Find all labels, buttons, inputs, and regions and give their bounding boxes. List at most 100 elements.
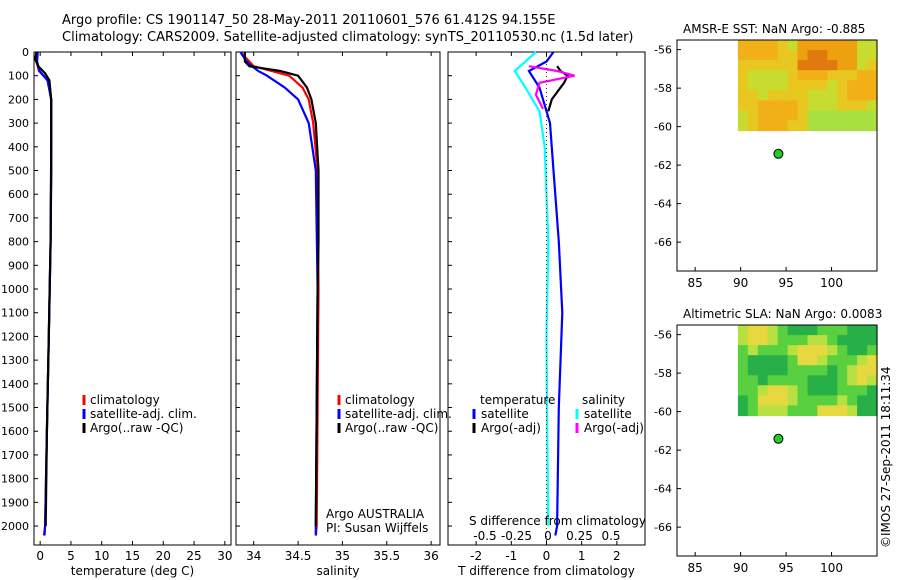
sst_map-heat-cell bbox=[757, 90, 769, 101]
sst_map-heat-cell bbox=[757, 100, 769, 111]
sst_map-heat-cell bbox=[787, 110, 799, 122]
sst_map-heat-cell bbox=[747, 60, 759, 71]
sla_map-heat-cell bbox=[777, 365, 789, 376]
sla_map-ytick-label: -60 bbox=[654, 406, 672, 419]
salinity-xtick-label: 34.5 bbox=[285, 549, 312, 563]
sst_map-heat-cell bbox=[857, 100, 868, 111]
sla_map-heat-cell bbox=[817, 405, 828, 417]
sst_map-heat-cell bbox=[847, 90, 858, 101]
sst_map-title: AMSR-E SST: NaN Argo: -0.885 bbox=[683, 22, 865, 36]
sst_map-heat-cell bbox=[817, 50, 828, 61]
sst_map-heat-cell bbox=[747, 100, 759, 111]
sst_map-heat-cell bbox=[757, 110, 769, 122]
sst_map-heat-cell bbox=[777, 60, 789, 71]
sla_map-heat-cell bbox=[807, 335, 818, 346]
sla_map-heat-cell bbox=[777, 335, 789, 346]
sla_map-heat-cell bbox=[837, 325, 848, 336]
sla_map-xtick-label: 100 bbox=[820, 561, 843, 575]
sla_map-heat-cell bbox=[747, 405, 759, 417]
sla_map-heat-cell bbox=[807, 405, 818, 417]
sla_map-heat-cell bbox=[787, 375, 799, 386]
sst_map-heat-cell bbox=[757, 80, 769, 91]
sst_map-heat-cell bbox=[817, 90, 828, 101]
sst_map-heat-cell bbox=[787, 50, 799, 61]
sla_map-heat-cell bbox=[867, 355, 878, 366]
temperature-series-2 bbox=[34, 51, 53, 527]
difference-xtick-label: 1 bbox=[578, 549, 586, 563]
sst_map-heat-cell bbox=[817, 100, 828, 111]
sla_map-heat-cell bbox=[787, 405, 799, 417]
sst_map-heat-cell bbox=[737, 60, 749, 71]
temperature-ytick-label: 0 bbox=[22, 46, 29, 59]
sst_map-heat-cell bbox=[797, 120, 808, 132]
sla_map-ytick-label: -66 bbox=[654, 521, 672, 534]
sla_map-heat-cell bbox=[737, 375, 749, 386]
sla_map-heat-cell bbox=[817, 355, 828, 366]
sla_map-heat-cell bbox=[757, 405, 769, 417]
sst_map-heat-cell bbox=[837, 100, 848, 111]
temperature-xtick-label: 30 bbox=[217, 549, 232, 563]
difference-legend-label: satellite bbox=[481, 407, 529, 421]
sla_map-heat-cell bbox=[797, 405, 808, 417]
sst_map-heat-cell bbox=[827, 40, 838, 51]
salinity-xtick-label: 36 bbox=[423, 549, 438, 563]
sst_map-heat-cell bbox=[837, 50, 848, 61]
sst_map-heat-cell bbox=[857, 120, 868, 132]
sst_map-heat-cell bbox=[847, 70, 858, 81]
sst_map-heat-cell bbox=[867, 110, 878, 122]
sst_map-heat-cell bbox=[777, 70, 789, 81]
sst_map-heat-cell bbox=[737, 80, 749, 91]
sla_map-heat-cell bbox=[737, 385, 749, 396]
salinity-xtick-label: 35.5 bbox=[373, 549, 400, 563]
sla_map-heat-cell bbox=[857, 345, 868, 356]
sla_map-heat-cell bbox=[757, 335, 769, 346]
sst_map-heat-cell bbox=[857, 90, 868, 101]
sst_map-heat-cell bbox=[797, 40, 808, 51]
sla_map-heat-cell bbox=[857, 395, 868, 407]
sla_map-heat-cell bbox=[847, 345, 858, 356]
sst_map-ytick-label: -62 bbox=[654, 159, 672, 172]
temperature-ytick-label: 1300 bbox=[1, 354, 29, 367]
sst_map-heat-cell bbox=[837, 110, 848, 122]
sst_map-heat-cell bbox=[787, 120, 799, 132]
difference-s-tick-label: 0.5 bbox=[601, 529, 620, 543]
temperature-ytick-label: 1900 bbox=[1, 496, 29, 509]
sst_map-heat-cell bbox=[857, 60, 868, 71]
sla_map-heat-cell bbox=[827, 365, 838, 376]
sla_map-xtick-label: 85 bbox=[688, 561, 703, 575]
sla_map-heat-cell bbox=[847, 375, 858, 386]
sla_map-heat-cell bbox=[807, 385, 818, 396]
sst_map-heat-cell bbox=[857, 50, 868, 61]
sla_map-heat-cell bbox=[737, 395, 749, 407]
sst_map-xtick-label: 85 bbox=[688, 276, 703, 290]
sla_map-heat-cell bbox=[767, 375, 779, 386]
sst_map-heat-cell bbox=[777, 40, 789, 51]
sla_map-heat-cell bbox=[787, 325, 799, 336]
sst_map-heat-cell bbox=[847, 120, 858, 132]
sst_map-heat-cell bbox=[777, 50, 789, 61]
sst_map-heat-cell bbox=[777, 110, 789, 122]
salinity-series-2 bbox=[243, 52, 320, 527]
sla_map-heat-cell bbox=[777, 355, 789, 366]
difference-legend-label: Argo(-adj) bbox=[481, 421, 541, 435]
sla_map-heat-cell bbox=[847, 395, 858, 407]
sla_map-heat-cell bbox=[867, 395, 878, 407]
sla_map-heat-cell bbox=[817, 385, 828, 396]
sla_map-heat-cell bbox=[737, 405, 749, 417]
sla_map-heat-cell bbox=[827, 345, 838, 356]
sla_map-heat-cell bbox=[827, 395, 838, 407]
sst_map-heat-cell bbox=[827, 80, 838, 91]
sla_map-heat-cell bbox=[837, 355, 848, 366]
sst_map-heat-cell bbox=[767, 50, 779, 61]
salinity-legend-label: satellite-adj. clim. bbox=[345, 407, 452, 421]
sla_map-heat-cell bbox=[867, 385, 878, 396]
sla_map-heat-cell bbox=[837, 395, 848, 407]
temperature-xtick-label: 10 bbox=[94, 549, 109, 563]
sla_map-heat-cell bbox=[757, 395, 769, 407]
sla_map-heat-cell bbox=[817, 335, 828, 346]
sla_map-heat-cell bbox=[787, 345, 799, 356]
sla_map-heat-cell bbox=[807, 375, 818, 386]
temperature-xlabel: temperature (deg C) bbox=[71, 564, 194, 578]
sla_map-heat-cell bbox=[827, 385, 838, 396]
sla_map-heat-cell bbox=[797, 345, 808, 356]
